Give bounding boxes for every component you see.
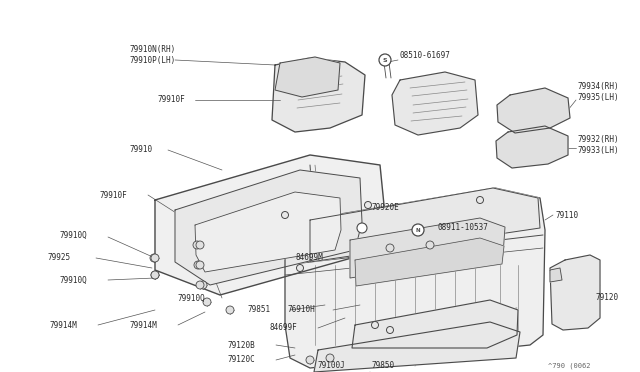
Text: 08911-10537: 08911-10537 [438, 224, 489, 232]
Polygon shape [496, 126, 568, 168]
Text: 79934(RH)
79935(LH): 79934(RH) 79935(LH) [578, 82, 620, 102]
Text: ^790 (0062: ^790 (0062 [548, 363, 591, 369]
Ellipse shape [151, 254, 159, 262]
Polygon shape [175, 170, 362, 285]
Text: 79110: 79110 [555, 211, 578, 219]
Text: 79910Q: 79910Q [60, 276, 88, 285]
Ellipse shape [193, 241, 201, 249]
Text: 79910F: 79910F [100, 190, 128, 199]
Text: 76910H: 76910H [288, 305, 316, 314]
Ellipse shape [379, 54, 391, 66]
Polygon shape [550, 255, 600, 330]
Ellipse shape [196, 281, 204, 289]
Polygon shape [550, 268, 562, 282]
Text: N: N [416, 228, 420, 232]
Text: 79851: 79851 [248, 305, 271, 314]
Ellipse shape [306, 356, 314, 364]
Ellipse shape [365, 202, 371, 208]
Polygon shape [155, 155, 385, 295]
Polygon shape [392, 72, 478, 135]
Ellipse shape [196, 261, 204, 269]
Ellipse shape [387, 327, 394, 334]
Ellipse shape [151, 271, 159, 279]
Ellipse shape [426, 241, 434, 249]
Polygon shape [314, 322, 520, 372]
Polygon shape [497, 88, 570, 133]
Text: 79920E: 79920E [372, 203, 400, 212]
Text: 79914M: 79914M [50, 321, 77, 330]
Polygon shape [310, 188, 540, 262]
Ellipse shape [194, 261, 202, 269]
Text: S: S [383, 58, 387, 62]
Ellipse shape [296, 264, 303, 272]
Ellipse shape [203, 298, 211, 306]
Text: 79910F: 79910F [158, 96, 186, 105]
Ellipse shape [386, 244, 394, 252]
Text: 79120: 79120 [596, 294, 619, 302]
Text: 84699M: 84699M [296, 253, 324, 263]
Text: 79120B: 79120B [228, 340, 256, 350]
Text: 79850: 79850 [372, 362, 395, 371]
Ellipse shape [371, 321, 378, 328]
Text: 08510-61697: 08510-61697 [400, 51, 451, 60]
Text: 79925: 79925 [48, 253, 71, 263]
Polygon shape [275, 57, 340, 97]
Ellipse shape [412, 224, 424, 236]
Text: 79910Q: 79910Q [60, 231, 88, 240]
Ellipse shape [357, 223, 367, 233]
Polygon shape [195, 192, 341, 272]
Ellipse shape [326, 354, 334, 362]
Polygon shape [272, 58, 365, 132]
Text: 79120C: 79120C [228, 356, 256, 365]
Text: 79100J: 79100J [318, 362, 346, 371]
Polygon shape [350, 218, 505, 278]
Polygon shape [285, 188, 545, 368]
Ellipse shape [477, 196, 483, 203]
Text: 84699F: 84699F [270, 324, 298, 333]
Ellipse shape [196, 241, 204, 249]
Ellipse shape [226, 306, 234, 314]
Ellipse shape [150, 254, 158, 262]
Polygon shape [352, 300, 518, 348]
Ellipse shape [151, 271, 159, 279]
Ellipse shape [199, 281, 207, 289]
Text: 79910N(RH)
79910P(LH): 79910N(RH) 79910P(LH) [130, 45, 176, 65]
Polygon shape [355, 238, 504, 286]
Text: 79932(RH)
79933(LH): 79932(RH) 79933(LH) [578, 135, 620, 155]
Text: 79914M: 79914M [130, 321, 157, 330]
Ellipse shape [282, 212, 289, 218]
Text: 79910Q: 79910Q [178, 294, 205, 302]
Text: 79910: 79910 [130, 145, 153, 154]
